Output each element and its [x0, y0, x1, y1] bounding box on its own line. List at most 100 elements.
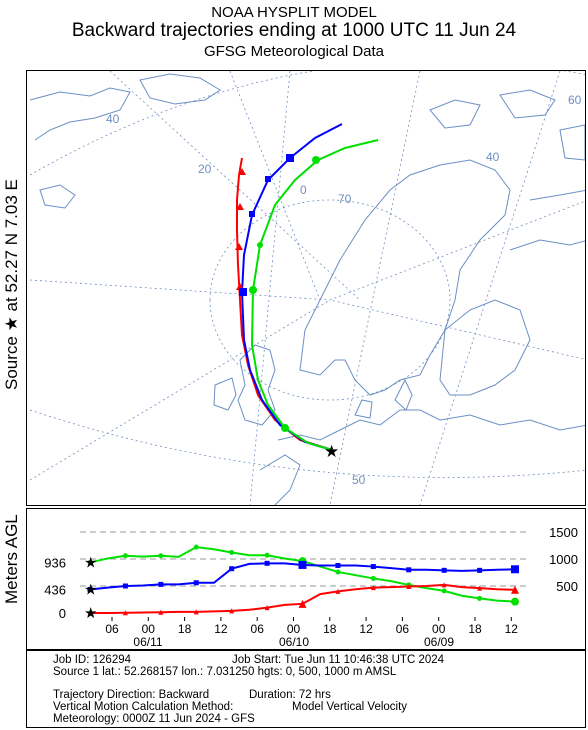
- coastlines: [29, 73, 585, 505]
- red-altitude-line: [90, 583, 516, 614]
- red-altitude-point: [122, 610, 128, 616]
- red-marker: [235, 243, 243, 250]
- blue-altitude-point: [370, 564, 376, 570]
- y-tick-right: 1000: [549, 552, 578, 567]
- blue-marker: [239, 288, 247, 296]
- red-marker: [236, 203, 244, 210]
- red-altitude-point: [511, 585, 519, 594]
- blue-altitude-point: [406, 567, 412, 573]
- job-start: Job Start: Tue Jun 11 10:46:38 UTC 2024: [232, 654, 445, 666]
- grid-label-6: 60: [568, 93, 582, 107]
- green-altitude-point: [335, 569, 341, 575]
- vertical-method: Vertical Motion Calculation Method:: [53, 701, 234, 713]
- blue-marker: [249, 211, 255, 217]
- green-marker: [249, 286, 257, 294]
- green-altitude-point: [229, 550, 235, 556]
- blue-altitude-point: [87, 586, 93, 592]
- green-marker: [281, 424, 289, 432]
- red-altitude-point: [406, 584, 412, 590]
- y-tick-left: 436: [44, 582, 66, 597]
- blue-marker: [286, 154, 294, 162]
- x-hour-label: 06: [251, 622, 265, 636]
- chart-title: Backward trajectories ending at 1000 UTC…: [71, 20, 517, 41]
- job-id: Job ID: 126294: [53, 654, 132, 666]
- blue-marker: [265, 176, 271, 182]
- y-tick-right: 500: [556, 579, 578, 594]
- meteo-subtitle: GFSG Meteorological Data: [203, 43, 385, 60]
- red-altitude-point: [477, 585, 483, 591]
- green-marker: [257, 242, 263, 248]
- source-star-icon: ★: [84, 605, 97, 622]
- graticule: [29, 71, 585, 505]
- grid-label-3: 70: [338, 192, 352, 206]
- y-tick-left: 0: [59, 606, 66, 621]
- x-hour-label: 00: [287, 622, 301, 636]
- blue-altitude-point: [511, 565, 519, 574]
- blue-altitude-point: [158, 581, 164, 587]
- green-altitude-point: [122, 553, 128, 559]
- map-markers: ★: [235, 154, 339, 461]
- altitude-panel: [26, 508, 586, 650]
- red-altitude-point: [335, 588, 341, 594]
- source-star-icon: ★: [324, 442, 339, 461]
- red-marker: [238, 168, 246, 175]
- green-altitude-point: [158, 553, 164, 559]
- duration: Duration: 72 hrs: [249, 689, 331, 701]
- blue-altitude-point: [193, 580, 199, 586]
- red-altitude-point: [298, 599, 307, 608]
- x-hour-label: 12: [505, 622, 519, 636]
- x-hour-label: 12: [214, 622, 228, 636]
- green-altitude-point: [370, 575, 376, 581]
- red-altitude-point: [441, 582, 447, 588]
- source-star-icon: ★: [84, 581, 97, 598]
- y-tick-right: 1500: [549, 525, 578, 540]
- red-altitude-point: [370, 585, 376, 591]
- altitude-labels: 936 436 0 1500 1000 500 06 00 18 12 06 00 18 12 06 00 18…: [44, 525, 578, 649]
- x-hour-label: 18: [468, 622, 482, 636]
- meteorology: Meteorology: 0000Z 11 Jun 2024 - GFS: [53, 713, 255, 725]
- green-altitude-point: [87, 559, 93, 565]
- blue-altitude-point: [298, 560, 307, 569]
- x-hour-label: 00: [142, 622, 156, 636]
- x-hour-label: 00: [432, 622, 446, 636]
- blue-altitude-point: [229, 566, 235, 572]
- grid-label-5: 50: [352, 473, 366, 487]
- x-hour-label: 12: [359, 622, 373, 636]
- x-hour-label: 18: [323, 622, 337, 636]
- green-altitude-point: [511, 597, 519, 606]
- grid-label-4: 40: [486, 150, 500, 164]
- blue-altitude-point: [441, 567, 447, 573]
- green-altitude-point: [441, 588, 447, 594]
- trajectory-direction: Trajectory Direction: Backward: [53, 689, 210, 701]
- source-star-icon: ★: [84, 554, 97, 571]
- red-altitude-point: [87, 610, 93, 616]
- blue-altitude-point: [335, 562, 341, 568]
- vertical-method-value: Model Vertical Velocity: [292, 701, 408, 713]
- x-hour-label: 06: [396, 622, 410, 636]
- red-altitude-point: [229, 608, 235, 614]
- map-panel: [26, 70, 586, 506]
- x-date-label: 06/11: [133, 635, 162, 649]
- red-altitude-point: [158, 609, 164, 615]
- blue-altitude-point: [122, 583, 128, 589]
- y-tick-left: 936: [44, 555, 66, 570]
- blue-altitude-point: [477, 567, 483, 573]
- altitude-series: ★ ★ ★: [84, 544, 519, 622]
- model-title: NOAA HYSPLIT MODEL: [211, 4, 377, 21]
- grid-label-7: 0: [300, 183, 307, 197]
- source-info: Source 1 lat.: 52.268157 lon.: 7.031250 …: [53, 666, 397, 678]
- x-date-label: 06/09: [424, 635, 454, 649]
- grid-label-2: 20: [198, 162, 212, 176]
- x-date-label: 06/10: [279, 635, 309, 649]
- info-panel: Job ID: 126294 Job Start: Tue Jun 11 10:…: [26, 650, 586, 728]
- red-altitude-point: [193, 609, 199, 615]
- red-altitude-point: [264, 605, 270, 611]
- green-altitude-point: [477, 595, 483, 601]
- green-altitude-line: [89, 546, 516, 603]
- green-marker: [312, 156, 320, 164]
- grid-label-1: 40: [106, 112, 120, 126]
- green-altitude-point: [264, 552, 270, 558]
- x-hour-label: 18: [178, 622, 192, 636]
